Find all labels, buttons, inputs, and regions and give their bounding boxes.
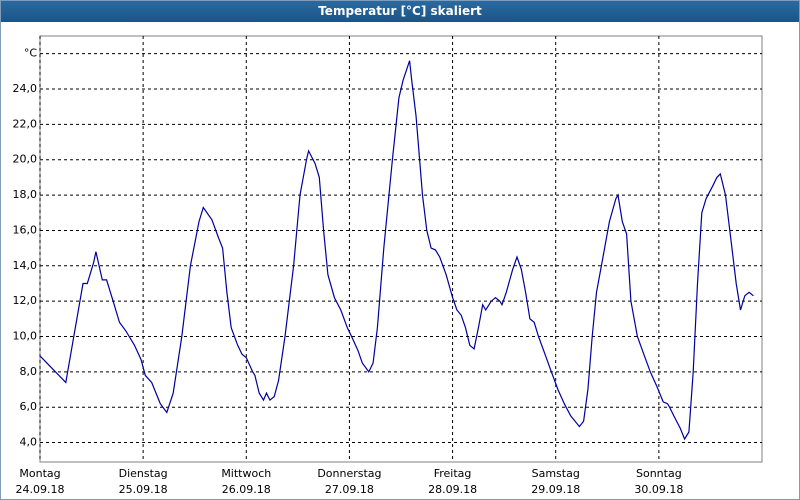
y-tick-label: °C	[24, 47, 38, 60]
x-tick-label: Sonntag	[636, 467, 682, 480]
line	[39, 60, 754, 441]
x-tick-label: Montag	[19, 467, 60, 480]
y-tick-label: 12,0	[13, 294, 38, 307]
y-tick-label: 20,0	[13, 153, 38, 166]
y-tick-label: 18,0	[13, 188, 38, 201]
y-tick-label: 14,0	[13, 259, 38, 272]
x-tick-label: Freitag	[434, 467, 472, 480]
y-tick-label: 6,0	[20, 400, 38, 413]
plot-frame	[39, 35, 763, 463]
x-tick-date: 24.09.18	[16, 483, 65, 496]
y-tick-label: 24,0	[13, 82, 38, 95]
x-tick-date: 30.09.18	[634, 483, 683, 496]
x-tick-label: Samstag	[532, 467, 580, 480]
y-tick-label: 10,0	[13, 329, 38, 342]
title-bar: Temperatur [°C] skaliert	[1, 1, 799, 22]
y-tick-label: 8,0	[20, 365, 38, 378]
x-tick-date: 29.09.18	[531, 483, 580, 496]
x-tick-date: 25.09.18	[119, 483, 168, 496]
x-tick-date: 28.09.18	[428, 483, 477, 496]
x-tick-label: Donnerstag	[317, 467, 381, 480]
x-tick-date: 27.09.18	[325, 483, 374, 496]
x-tick-label: Dienstag	[119, 467, 168, 480]
x-tick-date: 26.09.18	[222, 483, 271, 496]
y-tick-label: 4,0	[20, 436, 38, 449]
x-tick-label: Mittwoch	[221, 467, 271, 480]
y-tick-label: 16,0	[13, 223, 38, 236]
y-tick-label: 22,0	[13, 117, 38, 130]
